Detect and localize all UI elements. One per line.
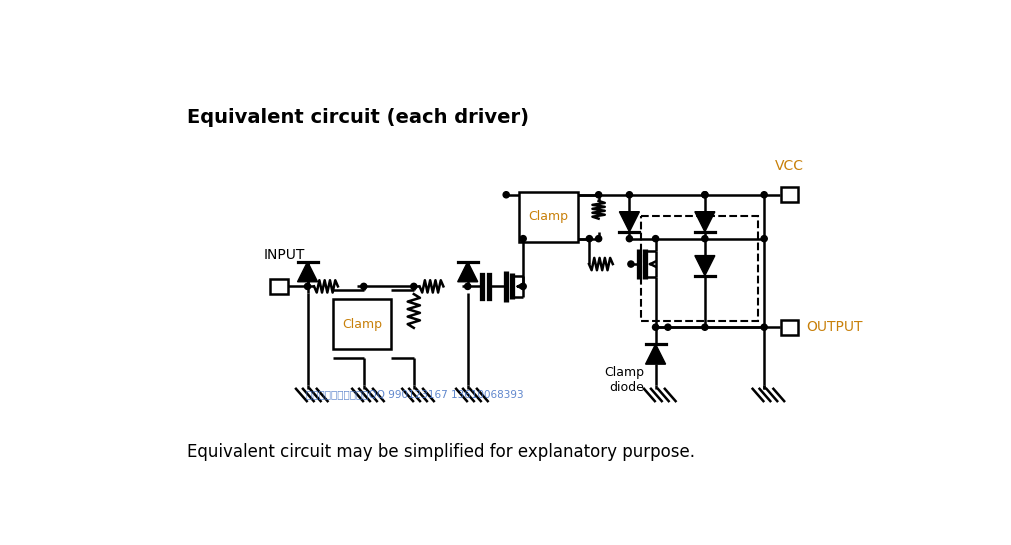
Circle shape [586,235,592,242]
Bar [270,278,288,294]
Circle shape [761,324,767,330]
Bar [780,319,799,335]
Bar [641,216,758,321]
Polygon shape [458,262,478,282]
Circle shape [465,283,471,289]
Circle shape [520,283,526,289]
Circle shape [652,235,658,242]
Circle shape [595,235,602,242]
Polygon shape [620,211,639,232]
Circle shape [304,283,310,289]
Circle shape [665,324,671,330]
Circle shape [702,192,708,198]
Polygon shape [646,344,665,364]
Circle shape [652,324,658,330]
Bar [333,299,391,349]
Circle shape [410,283,417,289]
Circle shape [761,235,767,242]
Bar [780,187,799,202]
Polygon shape [695,211,715,232]
Circle shape [520,235,526,242]
Circle shape [702,235,708,242]
Bar [520,192,578,242]
Circle shape [702,324,708,330]
Text: Clamp: Clamp [342,318,382,331]
Circle shape [702,192,708,198]
Text: OUTPUT: OUTPUT [807,320,863,334]
Text: 东芝代理、大量现货：QQ 990123167 13610068393: 东芝代理、大量现货：QQ 990123167 13610068393 [306,389,524,399]
Text: Equivalent circuit may be simplified for explanatory purpose.: Equivalent circuit may be simplified for… [187,443,695,461]
Circle shape [503,192,510,198]
Text: Clamp
diode: Clamp diode [604,366,644,393]
Text: INPUT: INPUT [264,248,305,262]
Circle shape [595,192,602,198]
Text: Clamp: Clamp [529,210,568,223]
Circle shape [627,192,633,198]
Text: Equivalent circuit (each driver): Equivalent circuit (each driver) [187,108,529,127]
Circle shape [361,283,367,289]
Polygon shape [695,256,715,276]
Circle shape [761,192,767,198]
Circle shape [627,235,633,242]
Polygon shape [297,262,317,282]
Circle shape [628,261,634,267]
Text: VCC: VCC [775,159,804,173]
